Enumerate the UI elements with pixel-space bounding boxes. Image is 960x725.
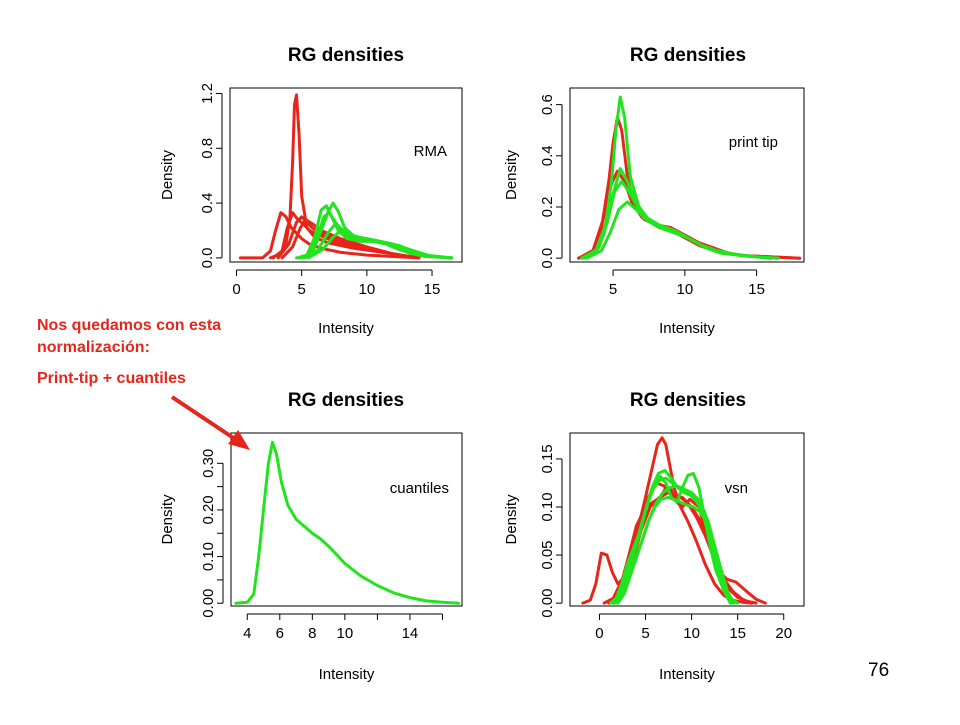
x-tick-label: 20 <box>775 625 792 642</box>
panel-annotation: cuantiles <box>390 480 449 497</box>
density-line-green-1 <box>234 440 461 605</box>
plot-box <box>229 87 463 263</box>
x-tick-label: 5 <box>641 625 649 642</box>
page-number: 76 <box>868 660 890 681</box>
x-tick-label: 8 <box>308 625 316 642</box>
chart-panel-2: RG densities Intensity Density print tip 5 10… <box>503 45 805 337</box>
chart-title: RG densities <box>630 390 746 411</box>
chart-panel-4: RG densities Intensity Density vsn 0 5 10 15 20 0… <box>503 390 805 683</box>
x-tick-label: 5 <box>298 281 306 298</box>
y-tick-label: 0.0 <box>539 248 556 269</box>
annotation-arrow-head <box>228 430 250 450</box>
x-tick-label: 15 <box>424 281 441 298</box>
x-axis-label: Intensity <box>319 666 375 683</box>
y-axis-label: Density <box>159 494 176 545</box>
x-tick-label: 4 <box>243 625 251 642</box>
density-line-green-6 <box>295 204 454 260</box>
chart-title: RG densities <box>288 390 404 411</box>
y-tick-label: 0.8 <box>199 138 216 159</box>
x-tick-label: 5 <box>609 281 617 298</box>
x-tick-label: 0 <box>595 625 603 642</box>
x-tick-label: 15 <box>748 281 765 298</box>
y-axis-label: Density <box>159 149 176 200</box>
density-line-red-1 <box>238 211 421 260</box>
y-tick-label: 0.4 <box>199 193 216 214</box>
chart-title: RG densities <box>630 45 746 66</box>
x-axis-label: Intensity <box>318 320 374 337</box>
y-tick-label: 0.15 <box>539 444 556 473</box>
plot-box <box>569 432 805 607</box>
plot-box <box>569 87 805 263</box>
panel-annotation: vsn <box>725 480 748 497</box>
y-tick-label: 0.00 <box>539 589 556 618</box>
density-line-green-10 <box>306 229 454 260</box>
y-axis-label: Density <box>503 494 520 545</box>
y-tick-label: 0.30 <box>200 449 217 478</box>
y-tick-label: 0.6 <box>539 94 556 115</box>
annotation-line-3: Print-tip + cuantiles <box>37 370 186 387</box>
y-tick-label: 0.4 <box>539 145 556 166</box>
annotation-line-1: Nos quedamos con esta <box>37 317 222 334</box>
y-tick-label: 0.0 <box>199 247 216 268</box>
x-axis-label: Intensity <box>659 666 715 683</box>
y-tick-label: 0.05 <box>539 540 556 569</box>
chart-panel-3: RG densities Intensity Density cuantiles 4 6 8… <box>159 390 463 683</box>
x-axis-label: Intensity <box>659 320 715 337</box>
y-axis-label: Density <box>503 149 520 200</box>
density-line-green-6 <box>585 200 780 260</box>
x-tick-label: 6 <box>276 625 284 642</box>
y-tick-label: 0.2 <box>539 197 556 218</box>
density-line-red-2 <box>602 481 758 605</box>
annotation-arrow-shaft <box>170 395 240 443</box>
x-tick-label: 10 <box>337 625 354 642</box>
chart-panel-1: RG densities Intensity Density RMA 0 5 10 15 0.0… <box>159 45 463 337</box>
x-tick-label: 10 <box>359 281 376 298</box>
y-tick-label: 0.00 <box>200 589 217 618</box>
chart-title: RG densities <box>288 45 404 66</box>
density-line-red-1 <box>581 486 767 605</box>
x-tick-label: 14 <box>402 625 419 642</box>
x-tick-label: 10 <box>683 625 700 642</box>
panel-annotation: RMA <box>414 143 447 160</box>
y-tick-label: 0.10 <box>200 542 217 571</box>
annotation-line-2: normalización: <box>37 339 150 356</box>
plot-box <box>230 432 463 607</box>
density-line-red-3 <box>607 436 753 605</box>
y-tick-label: 0.20 <box>200 495 217 524</box>
x-tick-label: 0 <box>232 281 240 298</box>
panel-annotation: print tip <box>729 134 778 151</box>
density-line-green-9 <box>616 484 736 605</box>
y-tick-label: 0.10 <box>539 492 556 521</box>
y-tick-label: 1.2 <box>199 83 216 104</box>
x-tick-label: 10 <box>677 281 694 298</box>
x-tick-label: 15 <box>729 625 746 642</box>
